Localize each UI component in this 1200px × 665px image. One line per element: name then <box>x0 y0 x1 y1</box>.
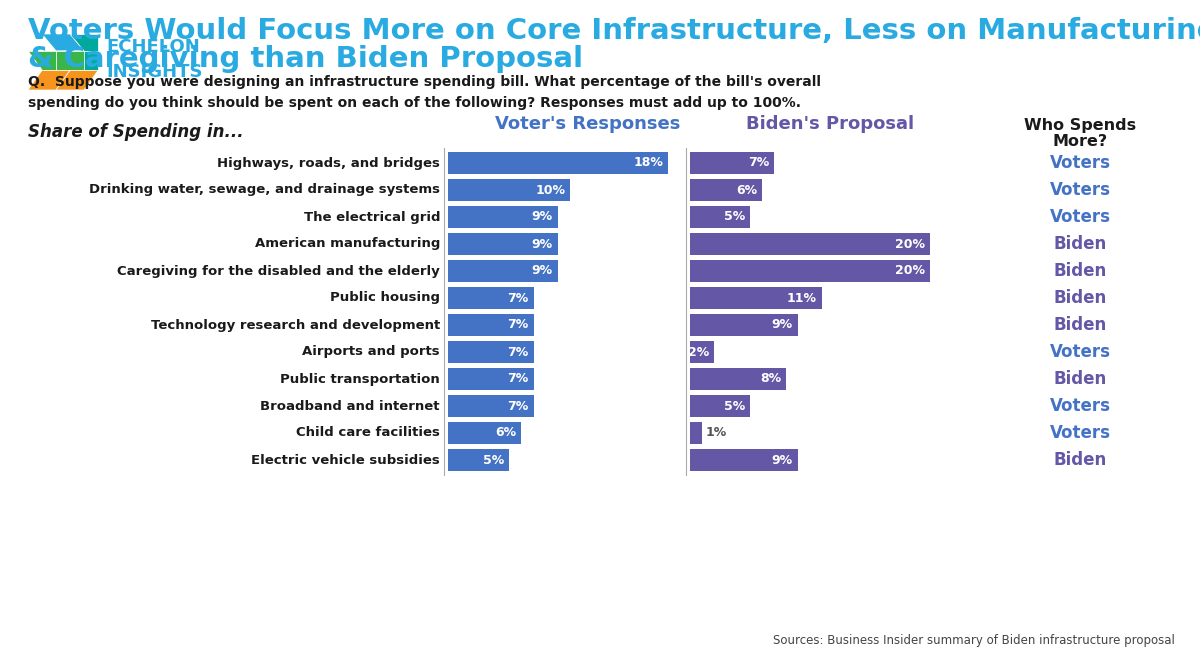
Bar <box>448 287 534 309</box>
Text: 20%: 20% <box>895 237 925 251</box>
Text: 7%: 7% <box>508 291 528 305</box>
Bar <box>448 449 509 471</box>
Text: Voters: Voters <box>1050 181 1110 199</box>
Text: 11%: 11% <box>787 291 817 305</box>
Text: 7%: 7% <box>748 156 769 170</box>
Polygon shape <box>28 70 70 90</box>
Text: 7%: 7% <box>508 319 528 331</box>
Text: Drinking water, sewage, and drainage systems: Drinking water, sewage, and drainage sys… <box>89 184 440 196</box>
Bar <box>448 314 534 336</box>
Text: 18%: 18% <box>634 156 662 170</box>
Polygon shape <box>70 34 98 51</box>
Text: Voters: Voters <box>1050 424 1110 442</box>
Text: Voters: Voters <box>1050 154 1110 172</box>
Text: Electric vehicle subsidies: Electric vehicle subsidies <box>251 454 440 467</box>
Text: Broadband and internet: Broadband and internet <box>260 400 440 412</box>
Text: Biden's Proposal: Biden's Proposal <box>746 115 914 133</box>
Polygon shape <box>56 70 98 90</box>
Text: Caregiving for the disabled and the elderly: Caregiving for the disabled and the elde… <box>118 265 440 277</box>
Bar <box>448 422 521 444</box>
Text: Who Spends: Who Spends <box>1024 118 1136 133</box>
Bar <box>690 206 750 228</box>
Bar <box>448 206 558 228</box>
Bar <box>690 314 798 336</box>
Text: Voters: Voters <box>1050 208 1110 226</box>
Text: Share of Spending in...: Share of Spending in... <box>28 123 244 141</box>
Text: 9%: 9% <box>532 211 553 223</box>
Text: 9%: 9% <box>532 265 553 277</box>
Bar <box>690 152 774 174</box>
Bar <box>448 368 534 390</box>
Text: 10%: 10% <box>535 184 565 196</box>
Bar <box>690 179 762 201</box>
Text: Biden: Biden <box>1054 316 1106 334</box>
Text: 9%: 9% <box>772 454 793 467</box>
Bar <box>448 179 570 201</box>
Text: Public transportation: Public transportation <box>281 372 440 386</box>
Polygon shape <box>42 34 84 51</box>
Text: Voters Would Focus More on Core Infrastructure, Less on Manufacturing: Voters Would Focus More on Core Infrastr… <box>28 17 1200 45</box>
Text: The electrical grid: The electrical grid <box>304 211 440 223</box>
Text: 7%: 7% <box>508 400 528 412</box>
Bar <box>690 341 714 363</box>
Text: American manufacturing: American manufacturing <box>254 237 440 251</box>
Text: Biden: Biden <box>1054 289 1106 307</box>
Bar <box>448 260 558 282</box>
Bar <box>448 341 534 363</box>
Bar <box>690 233 930 255</box>
Text: Public housing: Public housing <box>330 291 440 305</box>
Text: Child care facilities: Child care facilities <box>296 426 440 440</box>
Text: 9%: 9% <box>532 237 553 251</box>
Text: Biden: Biden <box>1054 451 1106 469</box>
Bar <box>448 395 534 417</box>
Text: Biden: Biden <box>1054 235 1106 253</box>
Text: Voters: Voters <box>1050 343 1110 361</box>
Bar <box>690 449 798 471</box>
Text: Biden: Biden <box>1054 370 1106 388</box>
Bar <box>690 368 786 390</box>
Text: Biden: Biden <box>1054 262 1106 280</box>
Text: 7%: 7% <box>508 346 528 358</box>
Bar <box>448 233 558 255</box>
Bar <box>690 395 750 417</box>
Text: 6%: 6% <box>736 184 757 196</box>
Text: ECHELON: ECHELON <box>107 38 200 56</box>
Text: 5%: 5% <box>482 454 504 467</box>
Text: Sources: Business Insider summary of Biden infrastructure proposal: Sources: Business Insider summary of Bid… <box>773 634 1175 647</box>
Text: Q.  Suppose you were designing an infrastructure spending bill. What percentage : Q. Suppose you were designing an infrast… <box>28 75 821 110</box>
Text: Technology research and development: Technology research and development <box>151 319 440 331</box>
Polygon shape <box>84 51 98 70</box>
Text: Airports and ports: Airports and ports <box>302 346 440 358</box>
Text: Voter's Responses: Voter's Responses <box>496 115 680 133</box>
Text: 1%: 1% <box>706 426 727 440</box>
Text: 7%: 7% <box>508 372 528 386</box>
Text: Voters: Voters <box>1050 397 1110 415</box>
Text: 5%: 5% <box>724 211 745 223</box>
Text: & Caregiving than Biden Proposal: & Caregiving than Biden Proposal <box>28 45 583 73</box>
Text: 8%: 8% <box>760 372 781 386</box>
Bar <box>690 287 822 309</box>
Text: More?: More? <box>1052 134 1108 149</box>
Polygon shape <box>28 51 56 70</box>
Text: Highways, roads, and bridges: Highways, roads, and bridges <box>217 156 440 170</box>
Text: INSIGHTS: INSIGHTS <box>107 63 203 81</box>
Bar <box>690 422 702 444</box>
Polygon shape <box>56 51 84 70</box>
Bar <box>448 152 668 174</box>
Text: 5%: 5% <box>724 400 745 412</box>
Text: 2%: 2% <box>688 346 709 358</box>
Text: 9%: 9% <box>772 319 793 331</box>
Text: 20%: 20% <box>895 265 925 277</box>
Text: 6%: 6% <box>496 426 516 440</box>
Bar <box>690 260 930 282</box>
